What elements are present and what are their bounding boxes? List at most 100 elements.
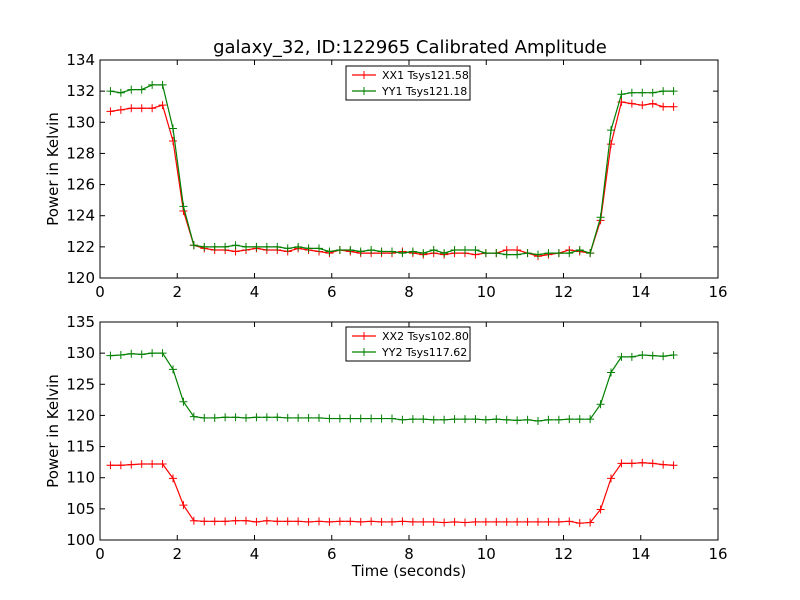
x-tick-label: 14 (631, 283, 650, 301)
data-point (137, 460, 146, 469)
data-point (356, 414, 365, 423)
y-tick-label: 120 (66, 269, 95, 287)
data-point (189, 241, 198, 250)
data-point (294, 413, 303, 422)
data-point (398, 415, 407, 424)
x-tick-label: 0 (95, 545, 105, 563)
top-panel: 0 2 4 6 8 10 12 14 16 120 122 124 126 128 130 132 134 Pow… (44, 51, 728, 301)
data-point (638, 458, 647, 467)
legend-marker (360, 332, 368, 340)
data-point (471, 415, 480, 424)
data-point (335, 414, 344, 423)
x-axis-label: Time (seconds) (351, 562, 467, 580)
data-point (148, 104, 157, 113)
data-point (179, 202, 188, 211)
data-point (377, 247, 386, 256)
data-point (106, 351, 115, 360)
data-point (283, 517, 292, 526)
data-point (169, 136, 178, 145)
data-point (440, 249, 449, 258)
data-point (315, 517, 324, 526)
data-point (137, 350, 146, 359)
data-point (367, 245, 376, 254)
data-point (408, 517, 417, 526)
y-tick-label: 124 (66, 207, 95, 225)
x-tick-label: 12 (554, 283, 573, 301)
data-point (346, 414, 355, 423)
y-axis-label: Power in Kelvin (44, 112, 62, 226)
data-point (221, 517, 230, 526)
data-point (210, 413, 219, 422)
data-point (367, 517, 376, 526)
data-point (158, 460, 167, 469)
x-tick-label: 14 (631, 545, 650, 563)
data-point (127, 104, 136, 113)
legend-label: XX1 Tsys121.58 (382, 69, 469, 82)
data-point (513, 416, 522, 425)
data-point (315, 244, 324, 253)
y-tick-label: 115 (66, 438, 95, 456)
data-point (179, 397, 188, 406)
data-point (189, 516, 198, 525)
y-tick-label: 120 (66, 406, 95, 424)
data-point (242, 242, 251, 251)
data-point (440, 415, 449, 424)
y-tick-label: 132 (66, 82, 95, 100)
data-point (242, 413, 251, 422)
y-tick-label: 110 (66, 469, 95, 487)
y-tick-label: 105 (66, 500, 95, 518)
x-tick-label: 10 (477, 545, 496, 563)
data-point (523, 415, 532, 424)
data-point (127, 85, 136, 94)
data-point (627, 88, 636, 97)
data-point (648, 88, 657, 97)
x-tick-label: 6 (327, 545, 337, 563)
data-point (283, 244, 292, 253)
y-tick-label: 134 (66, 51, 95, 69)
data-point (450, 415, 459, 424)
data-point (315, 413, 324, 422)
data-point (544, 415, 553, 424)
data-point (231, 516, 240, 525)
data-point (419, 415, 428, 424)
data-point (252, 413, 261, 422)
data-point (648, 351, 657, 360)
data-point (179, 501, 188, 510)
data-point (304, 413, 313, 422)
data-point (408, 415, 417, 424)
data-point (627, 99, 636, 108)
data-point (523, 517, 532, 526)
data-point (294, 242, 303, 251)
x-tick-label: 4 (250, 545, 260, 563)
legend-marker (360, 87, 368, 95)
data-point (325, 517, 334, 526)
x-tick-label: 8 (404, 283, 414, 301)
data-point (388, 414, 397, 423)
legend (345, 326, 471, 362)
data-point (659, 87, 668, 96)
data-point (231, 413, 240, 422)
data-point (116, 105, 125, 114)
data-point (669, 461, 678, 470)
data-point (429, 517, 438, 526)
data-point (586, 518, 595, 527)
data-point (575, 245, 584, 254)
data-point (575, 519, 584, 528)
data-point (461, 415, 470, 424)
y-tick-label: 100 (66, 531, 95, 549)
data-point (607, 140, 616, 149)
data-point (575, 415, 584, 424)
data-point (346, 245, 355, 254)
legend-marker (360, 71, 368, 79)
y-tick-label: 130 (66, 113, 95, 131)
data-point (669, 102, 678, 111)
data-point (565, 517, 574, 526)
data-point (273, 517, 282, 526)
data-point (565, 249, 574, 258)
chart-title: galaxy_32, ID:122965 Calibrated Amplitud… (213, 37, 607, 58)
data-point (262, 516, 271, 525)
x-tick-label: 10 (477, 283, 496, 301)
data-point (294, 517, 303, 526)
data-point (544, 249, 553, 258)
